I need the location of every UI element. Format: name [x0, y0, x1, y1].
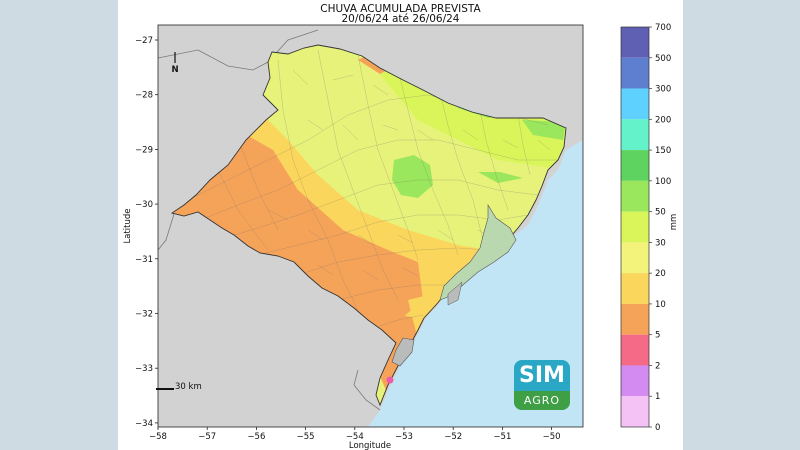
colorbar-tick-label: 0	[655, 423, 660, 433]
colorbar-segment	[621, 88, 649, 120]
x-tick-label: −53	[395, 432, 413, 442]
state-outline	[170, 44, 567, 407]
x-tick-label: −54	[346, 432, 364, 442]
y-axis-label: Latitude	[123, 209, 133, 244]
colorbar-segment	[621, 365, 649, 397]
x-axis-ticks: −58 −57 −56 −55 −54 −53 −52 −51 −50	[149, 427, 561, 442]
peak-marker	[386, 376, 394, 384]
band-10-20-west	[172, 130, 423, 330]
colorbar-tick-label: 500	[655, 54, 671, 64]
colorbar-tick-label: 5	[655, 331, 660, 341]
x-tick-label: −57	[198, 432, 216, 442]
colorbar-segment	[621, 180, 649, 212]
x-axis-label: Longitude	[349, 441, 391, 450]
map-subtitle: 20/06/24 até 26/06/24	[341, 13, 460, 25]
colorbar-segment	[621, 150, 649, 181]
colorbar-segment	[621, 242, 649, 274]
colorbar-segment	[621, 334, 649, 366]
colorbar-segment	[621, 57, 649, 89]
colorbar-frame	[620, 26, 650, 428]
x-tick-label: −51	[493, 432, 511, 442]
y-tick-label: −27	[135, 36, 153, 46]
y-tick-label: −30	[135, 200, 153, 210]
colorbar-segment	[621, 303, 649, 335]
scale-label: 30 km	[175, 382, 202, 392]
colorbar-tick-label: 2	[655, 361, 660, 371]
band-50-100-central	[392, 155, 433, 198]
colorbar-segment	[621, 273, 649, 304]
band-50-100-edge	[522, 120, 566, 140]
plot-frame	[157, 24, 584, 428]
lagoon-inlet	[447, 281, 463, 306]
colorbar-tick-label: 700	[655, 23, 671, 33]
colorbar-segment	[621, 27, 649, 58]
colorbar-tick-label: 20	[655, 269, 666, 279]
country-borders	[158, 29, 381, 411]
colorbar-tick-label: 10	[655, 300, 666, 310]
colorbar-segment	[621, 396, 649, 427]
y-tick-label: −32	[135, 310, 153, 320]
x-tick-label: −55	[297, 432, 315, 442]
band-50-100-east	[478, 172, 523, 183]
colorbar-tick-label: 150	[655, 146, 671, 156]
lagoa-mirim	[391, 337, 415, 367]
map-figure: N 30 km −58 −57 −56 −55 −54 −53 −52 −51 −50 −27−…	[123, 23, 679, 450]
colorbar-tick-label: 300	[655, 85, 671, 95]
colorbar-tick-label: 30	[655, 238, 666, 248]
map-title: CHUVA ACUMULADA PREVISTA	[320, 3, 481, 15]
north-label: N	[171, 65, 178, 75]
colorbar-unit: mm	[669, 214, 679, 231]
logo-bottom-text: AGRO	[514, 391, 570, 410]
colorbar-segment	[621, 211, 649, 243]
x-tick-label: −52	[444, 432, 462, 442]
y-tick-label: −28	[135, 91, 153, 101]
y-tick-label: −29	[135, 145, 153, 155]
map-plot-area	[158, 25, 583, 427]
colorbar-tick-label: 1	[655, 392, 660, 402]
y-tick-label: −31	[135, 255, 153, 265]
x-tick-label: −56	[247, 432, 265, 442]
figure-panel: CHUVA ACUMULADA PREVISTA 20/06/24 até 26…	[118, 0, 683, 450]
y-axis-ticks: −27 −28 −29 −30 −31 −32 −33 −34	[135, 36, 158, 429]
colorbar-tick-label: 100	[655, 177, 671, 187]
colorbar-tick-label: 50	[655, 208, 666, 218]
logo-top-text: SIM	[519, 363, 565, 388]
x-tick-label: −58	[149, 432, 167, 442]
y-tick-label: −33	[135, 364, 153, 374]
colorbar-segment	[621, 119, 649, 151]
sim-agro-logo: SIM AGRO	[514, 360, 570, 410]
x-tick-label: −50	[543, 432, 561, 442]
y-tick-label: −34	[135, 419, 153, 429]
colorbar-tick-label: 200	[655, 115, 671, 125]
